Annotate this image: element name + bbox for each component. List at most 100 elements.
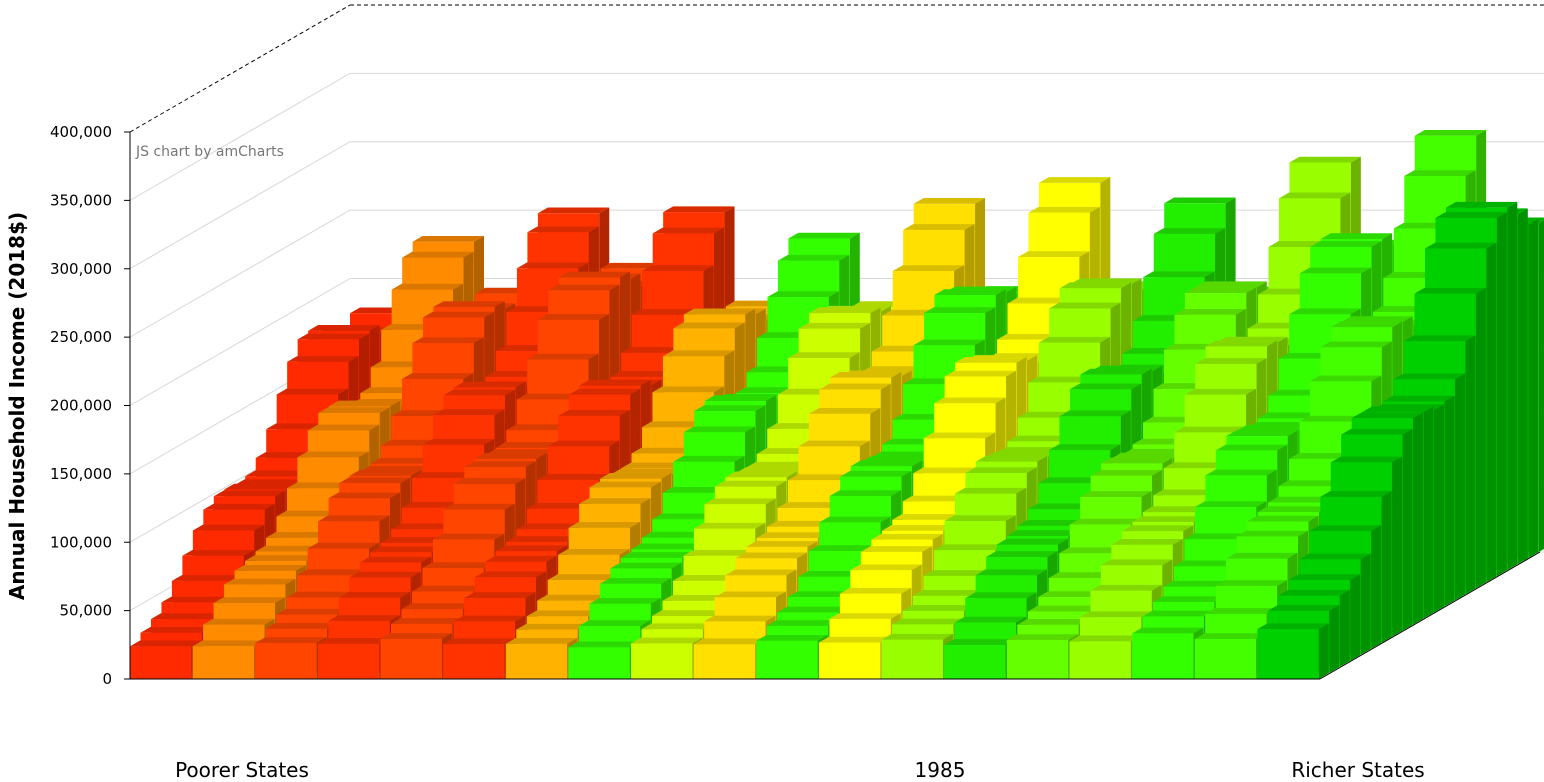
bar-top bbox=[892, 265, 965, 271]
bar-top bbox=[1111, 452, 1183, 459]
bar-top bbox=[578, 620, 651, 626]
bar-top bbox=[693, 522, 766, 529]
bar-side bbox=[1381, 491, 1392, 643]
bar-top bbox=[537, 313, 610, 320]
bar-top bbox=[495, 545, 567, 552]
bar-top bbox=[725, 569, 797, 576]
bar-top bbox=[276, 608, 348, 615]
bar-top bbox=[234, 564, 306, 571]
bar-side bbox=[1360, 553, 1371, 655]
bar-face bbox=[1194, 639, 1257, 679]
bar-top bbox=[1205, 469, 1277, 476]
grid-diagonal bbox=[129, 141, 351, 270]
bar-top bbox=[171, 575, 244, 581]
bar-top bbox=[443, 638, 515, 645]
y-axis-title: Annual Household Income (2018$) bbox=[5, 212, 29, 600]
bar-top bbox=[652, 610, 724, 616]
bar-top bbox=[506, 536, 578, 542]
bar-top bbox=[913, 467, 985, 474]
bar-segment bbox=[881, 633, 953, 679]
bar-top bbox=[443, 503, 515, 510]
bar-top bbox=[1048, 444, 1121, 451]
bar-top bbox=[568, 641, 640, 648]
bar-top bbox=[1278, 192, 1351, 199]
bar-top bbox=[913, 339, 985, 346]
bar-top bbox=[474, 453, 547, 459]
bar-top bbox=[527, 226, 599, 233]
bar-top bbox=[1069, 635, 1141, 642]
bar-segment bbox=[317, 637, 390, 679]
bar-top bbox=[1309, 375, 1382, 382]
bar-top bbox=[902, 605, 974, 611]
bar-top bbox=[860, 546, 933, 552]
bar-top bbox=[516, 623, 588, 630]
bar-top bbox=[1445, 201, 1518, 208]
bar-top bbox=[735, 552, 807, 559]
bar-top bbox=[892, 618, 964, 625]
bar-top bbox=[1007, 530, 1079, 536]
bar-top bbox=[829, 371, 902, 378]
bar-top bbox=[307, 542, 380, 549]
bar-top bbox=[788, 352, 860, 358]
bar-top bbox=[1195, 358, 1267, 364]
bar-top bbox=[328, 615, 400, 621]
bar-top bbox=[1101, 457, 1173, 464]
bar-top bbox=[808, 407, 881, 414]
x-label-year: 1985 bbox=[915, 758, 966, 782]
bar-side bbox=[1528, 218, 1539, 559]
bar-top bbox=[1174, 309, 1246, 315]
bar-top bbox=[213, 490, 286, 497]
bar-top bbox=[829, 490, 902, 496]
bar-top bbox=[433, 301, 505, 307]
bar-top bbox=[1027, 605, 1100, 612]
bar-top bbox=[892, 514, 964, 520]
bar-segment bbox=[631, 637, 703, 679]
bar-top bbox=[631, 637, 703, 644]
chart-credit[interactable]: JS chart by amCharts bbox=[135, 144, 284, 160]
x-label-richer-states: Richer States bbox=[1291, 758, 1424, 782]
bar-face bbox=[818, 642, 881, 679]
bar-side bbox=[1413, 412, 1424, 625]
bar-top bbox=[1320, 233, 1393, 240]
bar-top bbox=[934, 397, 1006, 404]
bar-face bbox=[255, 643, 317, 679]
bar-side bbox=[1402, 428, 1413, 631]
y-tick-label: 150,000 bbox=[50, 465, 112, 483]
bar-top bbox=[286, 591, 359, 598]
bar-top bbox=[453, 615, 526, 622]
y-tick-label: 50,000 bbox=[60, 602, 113, 620]
bar-top bbox=[1132, 627, 1204, 634]
bar-top bbox=[642, 265, 714, 271]
bar-side bbox=[1454, 373, 1465, 601]
bar-top bbox=[401, 603, 473, 610]
bar-top bbox=[1153, 596, 1225, 602]
bar-top bbox=[1351, 412, 1424, 419]
bar-top bbox=[234, 479, 307, 486]
bar-top bbox=[1424, 242, 1497, 249]
bar-top bbox=[1330, 456, 1403, 463]
bar-segment bbox=[818, 636, 891, 679]
bar-side bbox=[1486, 242, 1497, 583]
bar-top bbox=[422, 439, 495, 445]
bar-top bbox=[213, 597, 285, 604]
bar-top bbox=[224, 483, 296, 490]
bar-top bbox=[1320, 491, 1392, 497]
bar-top bbox=[1153, 228, 1226, 234]
bar-top bbox=[1006, 634, 1079, 641]
bar-top bbox=[1017, 251, 1090, 257]
bar-top bbox=[725, 471, 797, 478]
bar-top bbox=[402, 251, 474, 258]
bar-top bbox=[673, 322, 745, 329]
bar-top bbox=[808, 545, 881, 551]
bar-top bbox=[704, 498, 776, 505]
bar-top bbox=[1184, 287, 1257, 293]
bar-top bbox=[756, 532, 828, 539]
bar-top bbox=[505, 637, 578, 644]
bar-top bbox=[850, 460, 922, 467]
bar-top bbox=[704, 395, 776, 402]
bar-side bbox=[1350, 574, 1361, 661]
bar-top bbox=[1049, 302, 1121, 309]
bar-top bbox=[140, 626, 212, 633]
bar-top bbox=[224, 578, 296, 585]
bar-top bbox=[558, 271, 631, 278]
